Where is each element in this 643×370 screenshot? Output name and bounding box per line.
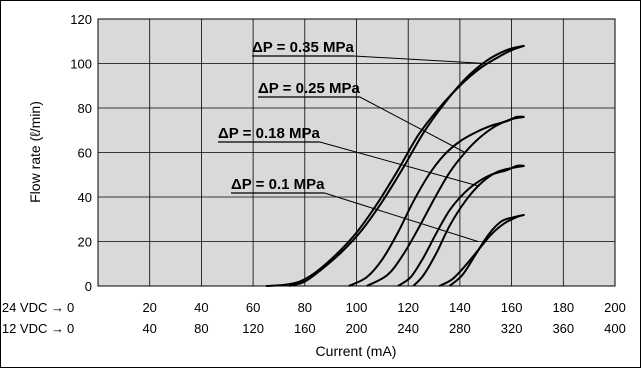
y-axis-title: Flow rate (ℓ/min): [27, 101, 43, 203]
curve-2-down: [412, 164, 525, 287]
x-tick-label: 120: [242, 321, 264, 336]
x-row-label: 12 VDC →: [2, 321, 64, 336]
x-tick-label: 0: [67, 321, 74, 336]
y-tick-labels: 0 20 40 60 80 100 120: [70, 12, 92, 294]
x-tick-label: 80: [298, 300, 312, 315]
x-tick-label: 120: [397, 300, 419, 315]
y-tick-label: 60: [78, 146, 92, 161]
x-tick-label: 0: [67, 300, 74, 315]
x-axis-title: Current (mA): [316, 343, 397, 359]
x-tick-label: 180: [552, 300, 574, 315]
x-tick-label: 160: [294, 321, 316, 336]
y-tick-label: 40: [78, 190, 92, 205]
y-tick-label: 80: [78, 101, 92, 116]
x-tick-label: 200: [604, 300, 626, 315]
x-tick-label: 40: [194, 300, 208, 315]
annotation-leader: [324, 192, 479, 242]
curve-0-down: [289, 44, 525, 287]
x-row-label: 24 VDC →: [2, 300, 64, 315]
curve-1-down: [366, 115, 525, 287]
y-tick-label: 100: [70, 57, 92, 72]
annotation-leader: [353, 55, 486, 64]
annotation-leader: [359, 96, 466, 153]
x-tick-label: 360: [552, 321, 574, 336]
annotation-label: ΔP = 0.18 MPa: [218, 125, 320, 142]
x-tick-label: 20: [142, 300, 156, 315]
annotations: ΔP = 0.35 MPa ΔP = 0.25 MPa ΔP = 0.18 MPa Δ…: [218, 39, 486, 242]
x-tick-label: 80: [194, 321, 208, 336]
x-tick-label: 280: [449, 321, 471, 336]
x-tick-label: 320: [501, 321, 523, 336]
annotation-label: ΔP = 0.35 MPa: [252, 39, 354, 56]
x-tick-rows: 24 VDC → 0 20 40 60 80 100 120 140 160 180 200 12 VD…: [2, 300, 626, 336]
x-tick-label: 160: [501, 300, 523, 315]
x-tick-label: 140: [449, 300, 471, 315]
x-tick-label: 200: [346, 321, 368, 336]
curves: [265, 44, 525, 287]
annotation-leader: [319, 141, 479, 187]
x-tick-label: 400: [604, 321, 626, 336]
x-tick-label: 240: [397, 321, 419, 336]
annotation-label: ΔP = 0.1 MPa: [231, 176, 325, 193]
x-tick-label: 40: [142, 321, 156, 336]
curve-3-down: [448, 213, 525, 287]
annotation-label: ΔP = 0.25 MPa: [258, 80, 360, 97]
y-tick-label: 120: [70, 12, 92, 27]
y-tick-label: 0: [85, 279, 92, 294]
x-tick-label: 60: [246, 300, 260, 315]
curve-0-up: [265, 44, 525, 287]
y-tick-label: 20: [78, 235, 92, 250]
x-tick-label: 100: [346, 300, 368, 315]
